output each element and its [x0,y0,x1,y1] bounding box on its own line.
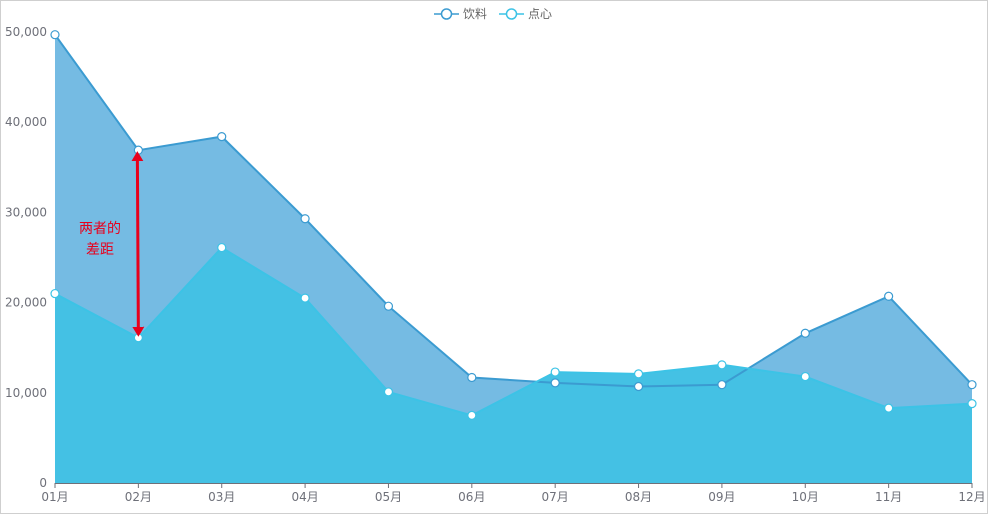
x-tick-label: 06月 [458,490,485,504]
legend-label: 饮料 [463,7,487,21]
data-point-series2-6[interactable] [467,410,477,420]
data-point-series2-5[interactable] [383,387,394,397]
difference-arrow [131,151,145,337]
x-tick-label: 08月 [625,490,652,504]
data-point-series1-4[interactable] [300,214,310,224]
data-point-series1-2[interactable] [133,145,143,155]
point-layer [50,30,977,420]
data-point-series2-4[interactable] [300,293,310,303]
annotation-label-line1: 两者的 [79,221,121,237]
data-point-series2-12[interactable] [967,399,977,409]
x-tick-label: 11月 [875,490,902,504]
data-point-series2-11[interactable] [884,403,894,413]
x-tick-label: 10月 [792,490,819,504]
x-tick-label: 09月 [708,490,735,504]
data-point-series1-8[interactable] [633,381,644,392]
x-tick-label: 12月 [958,490,985,504]
data-point-series1-11[interactable] [884,291,894,301]
data-point-series1-12[interactable] [967,380,977,390]
y-tick-label: 0 [39,476,47,490]
legend-item-series2[interactable]: 点心 [499,7,552,21]
data-point-series2-7[interactable] [550,367,560,377]
x-tick-label: 01月 [41,490,68,504]
x-tick-label: 04月 [291,490,318,504]
y-tick-label: 20,000 [5,296,47,310]
line-series1 [54,34,973,388]
legend-item-series1[interactable]: 饮料 [434,7,487,21]
legend-marker-icon [505,8,518,20]
data-point-series1-3[interactable] [217,132,227,142]
difference-annotation: 两者的 差距 [79,151,145,337]
data-point-series2-1[interactable] [50,288,60,299]
legend[interactable]: 饮料 点心 [434,7,552,21]
data-point-series2-10[interactable] [800,371,810,382]
x-tick-label: 05月 [375,490,402,504]
y-tick-label: 50,000 [5,25,47,39]
data-point-series1-7[interactable] [550,378,560,388]
x-tick-label: 07月 [542,490,569,504]
data-point-series2-9[interactable] [717,360,727,370]
data-point-series1-6[interactable] [467,372,477,383]
area-layer [55,34,972,483]
y-tick-label: 40,000 [5,115,47,129]
y-tick-label: 30,000 [5,205,47,219]
x-tick-label: 02月 [125,490,152,504]
data-point-series1-1[interactable] [50,30,60,40]
legend-marker-icon [440,8,453,20]
data-point-series2-2[interactable] [133,333,143,343]
legend-label: 点心 [528,7,552,21]
axes-layer: 01月 02月 03月 04月 05月 06月 07月 08月 09月 10月 11月 12月 0 10,… [5,25,986,504]
area-series2 [55,247,972,483]
data-point-series1-10[interactable] [800,328,810,338]
x-tick-label: 03月 [208,490,235,504]
data-point-series2-8[interactable] [633,369,644,379]
line-series2 [54,246,973,417]
y-tick-label: 10,000 [5,386,47,400]
data-point-series1-9[interactable] [717,380,727,390]
line-layer [54,34,973,417]
annotation-label-line2: 差距 [86,242,114,258]
data-point-series1-5[interactable] [383,301,394,311]
data-point-series2-3[interactable] [217,242,227,253]
